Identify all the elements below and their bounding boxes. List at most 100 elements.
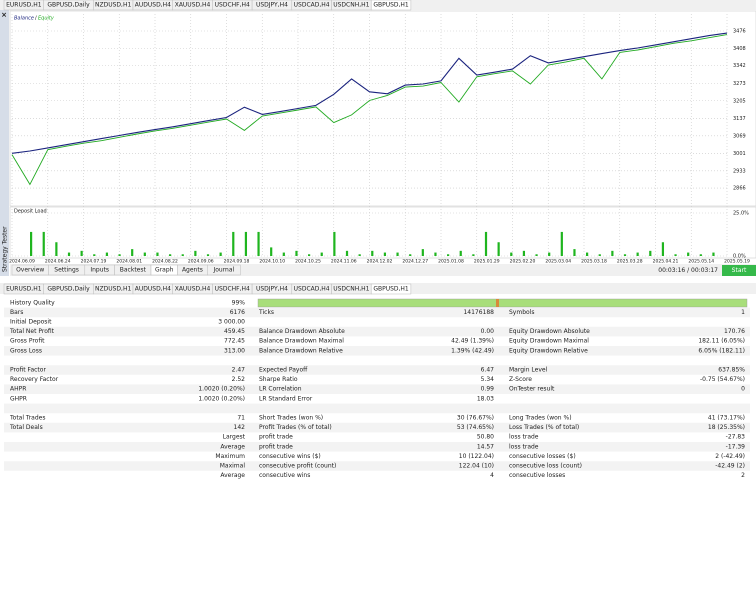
row-value: 71 [237, 415, 245, 422]
x-tick-label: 2024.06.24 [45, 259, 71, 265]
start-label[interactable]: Start [732, 267, 747, 274]
tab[interactable] [370, 283, 412, 295]
deposit-bar [219, 252, 222, 256]
row-label: Largest [223, 434, 246, 441]
deposit-bar [131, 249, 134, 256]
row-value: 459.45 [224, 328, 245, 335]
tab-label[interactable]: XAUUSD,H4 [175, 286, 211, 293]
deposit-bar [497, 242, 500, 256]
tab-label[interactable]: AUDUSD,H4 [135, 2, 171, 9]
deposit-bar [383, 252, 387, 256]
row-value: 2.47 [232, 367, 246, 374]
tab-label[interactable]: USDJPY,H4 [256, 286, 288, 293]
row-label: Total Deals [9, 424, 43, 431]
tab-label[interactable]: XAUUSD,H4 [175, 2, 211, 9]
tab-label[interactable]: Inputs [90, 267, 109, 274]
y-tick-label: 3069 [733, 133, 746, 139]
tab-label[interactable]: USDCHF,H4 [215, 286, 250, 293]
tab[interactable] [207, 264, 241, 276]
tab-label[interactable]: Graph [155, 267, 174, 274]
row-label: consecutive wins ($) [259, 453, 321, 460]
row-label: Gross Loss [10, 347, 42, 354]
x-tick-label: 2024.08.01 [116, 259, 142, 265]
tab-label[interactable]: USDCAD,H4 [294, 2, 330, 9]
deposit-bar [649, 250, 652, 256]
tab-label[interactable]: Settings [54, 267, 79, 274]
row-label: Margin Level [509, 367, 548, 374]
tab-label[interactable]: USDCHF,H4 [215, 2, 250, 9]
row-label: Profit Trades (% of total) [259, 424, 332, 431]
tab[interactable] [370, 0, 412, 11]
legend-balance: Balance [14, 16, 34, 22]
deposit-bar [371, 250, 374, 256]
tab-label[interactable]: GBPUSD,Daily [47, 286, 90, 293]
row-value: 30 (76.67%) [457, 415, 494, 422]
row-label: Symbols [509, 309, 534, 316]
deposit-title: Deposit Load [14, 209, 47, 215]
deposit-bar [598, 254, 601, 256]
row-value: 42.49 (1.39%) [451, 338, 494, 345]
tab-label[interactable]: USDJPY,H4 [256, 2, 288, 9]
balance-line [11, 32, 728, 154]
tab-label[interactable]: GBPUSD,Daily [47, 2, 90, 9]
row-label: GHPR [10, 395, 27, 402]
row-value: 2.52 [232, 376, 246, 383]
tab-label[interactable]: EURUSD,H1 [6, 2, 42, 9]
row-label: Balance Drawdown Relative [259, 347, 343, 354]
row-value: 122.04 (10) [459, 463, 494, 470]
y-tick-label: 3137 [733, 116, 746, 122]
tab-label[interactable]: AUDUSD,H4 [135, 286, 171, 293]
tab-label[interactable]: Overview [16, 267, 44, 274]
tab-label[interactable]: Agents [182, 267, 203, 274]
row-label: loss trade [509, 434, 539, 441]
deposit-bar [181, 254, 184, 256]
x-tick-label: 2024.09.18 [224, 259, 250, 265]
tab-label[interactable]: USDCNH,H1 [333, 286, 369, 293]
tab-label[interactable]: Backtest [120, 267, 147, 274]
row-value: 313.00 [224, 347, 245, 354]
row-label: Equity Drawdown Absolute [509, 328, 590, 335]
x-tick-label: 2024.09.06 [188, 259, 214, 265]
tab-label[interactable]: USDCNH,H1 [333, 2, 369, 9]
row-label: Initial Deposit [10, 319, 52, 326]
row-label: Profit Factor [10, 367, 46, 374]
row-value: 142 [234, 424, 246, 431]
deposit-bar [674, 254, 677, 256]
x-tick-label: 2025.01.08 [438, 259, 464, 265]
tab-label[interactable]: USDCAD,H4 [294, 286, 330, 293]
row-value: 99% [232, 299, 246, 306]
sidebar-close[interactable]: × [1, 11, 7, 19]
tab-label[interactable]: EURUSD,H1 [6, 286, 42, 293]
deposit-bar [42, 231, 45, 256]
row-label: LR Standard Error [259, 395, 313, 402]
row-value: 3 000.00 [218, 319, 245, 326]
deposit-bar [30, 231, 33, 256]
row-value: -27.83 [726, 434, 746, 441]
row-value: 0.99 [481, 386, 495, 393]
row-label: consecutive profit (count) [259, 463, 336, 470]
deposit-bar [560, 231, 563, 256]
row-value: 14176188 [463, 309, 494, 316]
tab-label[interactable]: GBPUSD,H1 [373, 286, 409, 293]
row-label: Long Trades (won %) [509, 415, 572, 422]
deposit-bar [611, 250, 614, 256]
row-value: 18 (25.35%) [708, 424, 745, 431]
graph-panel [9, 10, 756, 207]
row-label: profit trade [259, 443, 293, 450]
deposit-bar [80, 250, 83, 256]
tab-label[interactable]: NZDUSD,H1 [95, 2, 131, 9]
tab-label[interactable]: Journal [212, 267, 234, 274]
row-value: 2 (-42.49) [715, 453, 745, 460]
row-label: OnTester result [509, 386, 555, 393]
row-label: Total Net Profit [9, 328, 55, 335]
deposit-bar [586, 252, 589, 256]
row-label: profit trade [259, 434, 293, 441]
deposit-bar [156, 252, 159, 256]
tab-label[interactable]: GBPUSD,H1 [373, 2, 409, 9]
tab-label[interactable]: NZDUSD,H1 [95, 286, 131, 293]
start-button[interactable] [722, 265, 756, 276]
row-value: -17.39 [726, 443, 746, 450]
row-value: 772.45 [224, 338, 245, 345]
deposit-bar [712, 252, 715, 256]
x-tick-label: 2025.03.28 [617, 259, 643, 265]
